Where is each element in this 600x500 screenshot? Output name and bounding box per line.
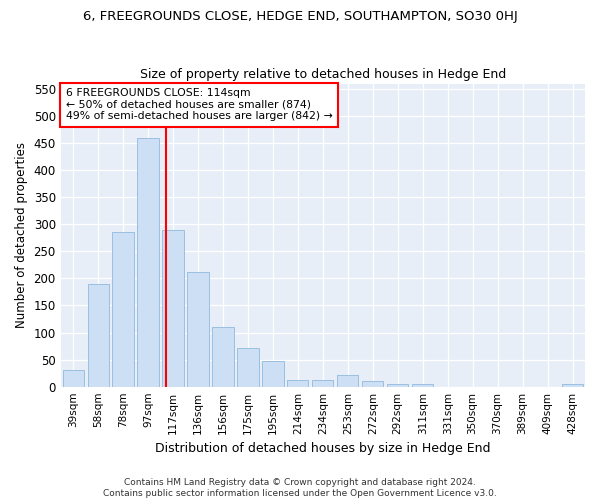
Bar — [262, 361, 284, 386]
Bar — [337, 375, 358, 386]
Bar — [238, 348, 259, 387]
Bar — [387, 384, 409, 386]
Bar — [62, 370, 84, 386]
Bar — [187, 272, 209, 386]
Bar — [412, 384, 433, 386]
Bar — [88, 284, 109, 386]
Text: 6, FREEGROUNDS CLOSE, HEDGE END, SOUTHAMPTON, SO30 0HJ: 6, FREEGROUNDS CLOSE, HEDGE END, SOUTHAM… — [83, 10, 517, 23]
Bar — [112, 232, 134, 386]
Bar — [312, 380, 334, 386]
Bar — [137, 138, 158, 386]
Bar — [562, 384, 583, 386]
Bar — [212, 327, 233, 386]
Bar — [362, 382, 383, 386]
Bar — [287, 380, 308, 386]
Text: 6 FREEGROUNDS CLOSE: 114sqm
← 50% of detached houses are smaller (874)
49% of se: 6 FREEGROUNDS CLOSE: 114sqm ← 50% of det… — [66, 88, 332, 122]
Y-axis label: Number of detached properties: Number of detached properties — [15, 142, 28, 328]
Title: Size of property relative to detached houses in Hedge End: Size of property relative to detached ho… — [140, 68, 506, 81]
Bar — [163, 230, 184, 386]
Text: Contains HM Land Registry data © Crown copyright and database right 2024.
Contai: Contains HM Land Registry data © Crown c… — [103, 478, 497, 498]
X-axis label: Distribution of detached houses by size in Hedge End: Distribution of detached houses by size … — [155, 442, 491, 455]
